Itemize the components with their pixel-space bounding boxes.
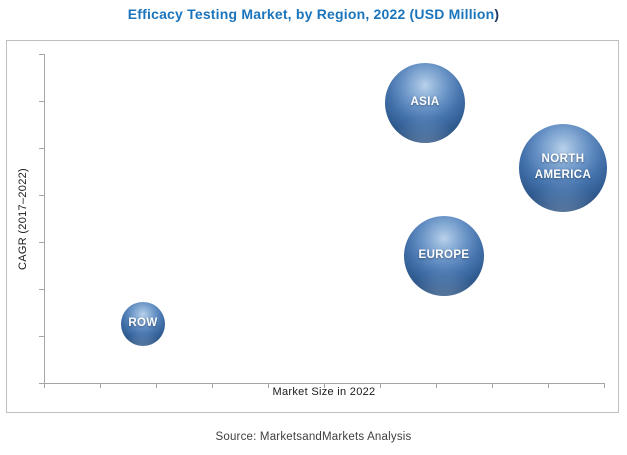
x-axis-tick — [492, 383, 493, 388]
bubble-label-europe: EUROPE — [418, 249, 470, 262]
chart-title-text: Efficacy Testing Market, by Region, 2022… — [127, 6, 495, 22]
chart-title: Efficacy Testing Market, by Region, 2022… — [0, 6, 627, 22]
bubble-label-row: ROW — [128, 317, 158, 330]
y-axis-tick — [39, 242, 44, 243]
bubble-label-asia: ASIA — [410, 96, 440, 109]
y-axis-tick — [39, 383, 44, 384]
y-axis-tick — [39, 289, 44, 290]
y-axis-tick — [39, 101, 44, 102]
y-axis-line — [44, 54, 45, 383]
x-axis-tick — [268, 383, 269, 388]
y-axis-tick — [39, 336, 44, 337]
source-text: Source: MarketsandMarkets Analysis — [215, 431, 412, 443]
bubble-row: ROW — [121, 302, 165, 346]
x-axis-tick — [548, 383, 549, 388]
x-axis-tick — [44, 383, 45, 388]
y-axis-tick — [39, 148, 44, 149]
x-axis-label: Market Size in 2022 — [272, 386, 376, 398]
x-axis-tick — [604, 383, 605, 388]
bubble-label-north-america: NORTH AMERICA — [534, 153, 592, 181]
y-axis-label: CAGR (2017–2022) — [17, 167, 29, 271]
x-axis-tick — [324, 383, 325, 388]
bubble-north-america: NORTH AMERICA — [519, 124, 607, 212]
y-axis-tick — [39, 195, 44, 196]
x-axis-tick — [436, 383, 437, 388]
x-axis-tick — [212, 383, 213, 388]
chart-title-suffix: ) — [494, 6, 500, 22]
x-axis-tick — [100, 383, 101, 388]
y-axis-tick — [39, 54, 44, 55]
bubble-europe: EUROPE — [404, 216, 484, 296]
plot-area: CAGR (2017–2022) Market Size in 2022 ASI… — [6, 40, 619, 413]
x-axis-tick — [156, 383, 157, 388]
bubble-asia: ASIA — [385, 63, 465, 143]
x-axis-tick — [380, 383, 381, 388]
